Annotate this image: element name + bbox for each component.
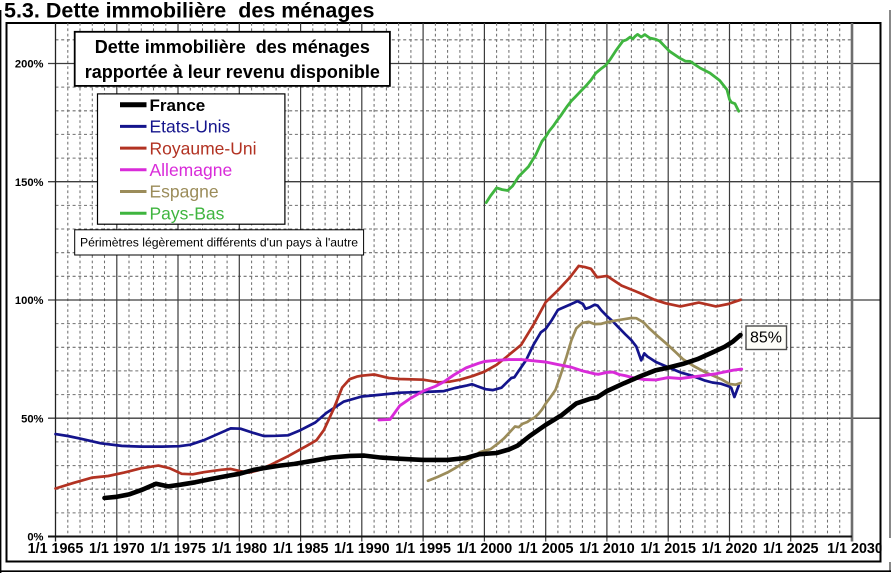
svg-text:1/1 2015: 1/1 2015 <box>640 541 696 557</box>
svg-text:1/1 1985: 1/1 1985 <box>273 541 329 557</box>
svg-text:Allemagne: Allemagne <box>150 160 233 180</box>
svg-text:Dette immobilière des ménages: Dette immobilière des ménages <box>95 37 370 57</box>
svg-text:100%: 100% <box>15 295 44 307</box>
svg-text:Pays-Bas: Pays-Bas <box>150 203 225 223</box>
svg-text:1/1 2010: 1/1 2010 <box>579 541 635 557</box>
svg-text:1/1 2005: 1/1 2005 <box>518 541 574 557</box>
svg-text:1/1 2000: 1/1 2000 <box>457 541 513 557</box>
svg-text:200%: 200% <box>15 59 44 71</box>
svg-text:rapportée à leur revenu dispon: rapportée à leur revenu disponible <box>85 62 380 82</box>
svg-text:1/1 1970: 1/1 1970 <box>89 541 145 557</box>
svg-text:1/1 1975: 1/1 1975 <box>150 541 206 557</box>
svg-text:5.3. Dette immobilière des mé: 5.3. Dette immobilière des ménages <box>4 0 374 23</box>
svg-text:Espagne: Espagne <box>150 182 219 202</box>
svg-text:0%: 0% <box>27 532 43 544</box>
svg-text:50%: 50% <box>21 413 43 425</box>
svg-text:1/1 2020: 1/1 2020 <box>702 541 758 557</box>
svg-text:Royaume-Uni: Royaume-Uni <box>150 138 257 158</box>
svg-text:150%: 150% <box>15 177 44 189</box>
svg-text:Périmètres légèrement différen: Périmètres légèrement différents d'un pa… <box>80 236 358 250</box>
svg-text:1/1 1965: 1/1 1965 <box>28 541 84 557</box>
svg-text:85%: 85% <box>750 330 782 347</box>
svg-text:1/1 1995: 1/1 1995 <box>395 541 451 557</box>
svg-text:1/1 2030: 1/1 2030 <box>827 541 883 557</box>
svg-text:Etats-Unis: Etats-Unis <box>150 117 231 137</box>
svg-text:1/1 1990: 1/1 1990 <box>334 541 390 557</box>
svg-text:1/1 1980: 1/1 1980 <box>211 541 267 557</box>
svg-text:1/1 2025: 1/1 2025 <box>763 541 819 557</box>
svg-text:France: France <box>150 96 206 115</box>
